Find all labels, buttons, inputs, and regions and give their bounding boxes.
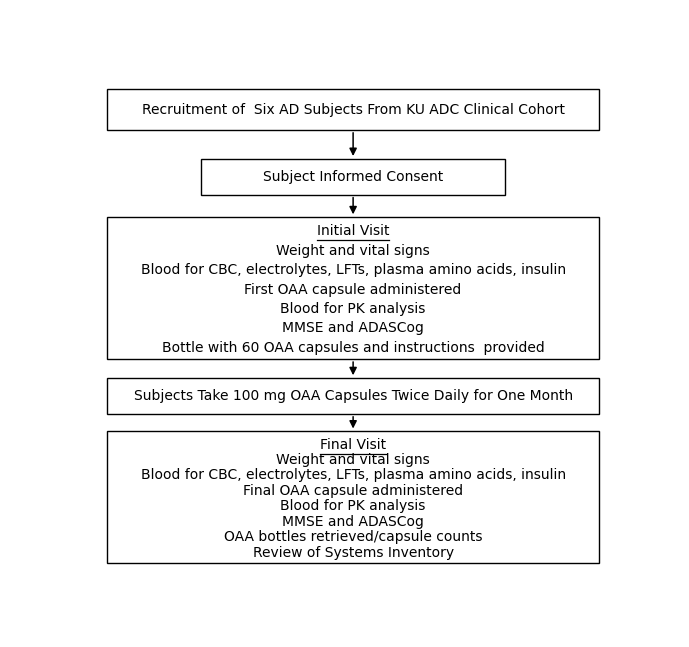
Text: Bottle with 60 OAA capsules and instructions  provided: Bottle with 60 OAA capsules and instruct… (162, 341, 544, 355)
Text: Initial Visit: Initial Visit (317, 225, 389, 238)
Text: First OAA capsule administered: First OAA capsule administered (245, 283, 462, 296)
Text: Weight and vital signs: Weight and vital signs (276, 453, 430, 467)
Text: Blood for CBC, electrolytes, LFTs, plasma amino acids, insulin: Blood for CBC, electrolytes, LFTs, plasm… (141, 468, 566, 483)
Text: Subject Informed Consent: Subject Informed Consent (263, 170, 443, 184)
FancyBboxPatch shape (107, 217, 599, 359)
Text: OAA bottles retrieved/capsule counts: OAA bottles retrieved/capsule counts (224, 531, 482, 544)
Text: Final Visit: Final Visit (320, 437, 386, 452)
Text: Final OAA capsule administered: Final OAA capsule administered (243, 484, 463, 498)
FancyBboxPatch shape (107, 89, 599, 130)
Text: MMSE and ADASCog: MMSE and ADASCog (282, 515, 424, 529)
Text: Subjects Take 100 mg OAA Capsules Twice Daily for One Month: Subjects Take 100 mg OAA Capsules Twice … (134, 389, 573, 403)
Text: Recruitment of  Six AD Subjects From KU ADC Clinical Cohort: Recruitment of Six AD Subjects From KU A… (142, 102, 564, 116)
Text: Blood for CBC, electrolytes, LFTs, plasma amino acids, insulin: Blood for CBC, electrolytes, LFTs, plasm… (141, 263, 566, 277)
Text: MMSE and ADASCog: MMSE and ADASCog (282, 322, 424, 335)
FancyBboxPatch shape (201, 159, 505, 195)
Text: Blood for PK analysis: Blood for PK analysis (280, 499, 426, 514)
Text: Blood for PK analysis: Blood for PK analysis (280, 302, 426, 316)
Text: Review of Systems Inventory: Review of Systems Inventory (253, 546, 453, 560)
FancyBboxPatch shape (107, 432, 599, 564)
Text: Weight and vital signs: Weight and vital signs (276, 244, 430, 258)
FancyBboxPatch shape (107, 378, 599, 414)
